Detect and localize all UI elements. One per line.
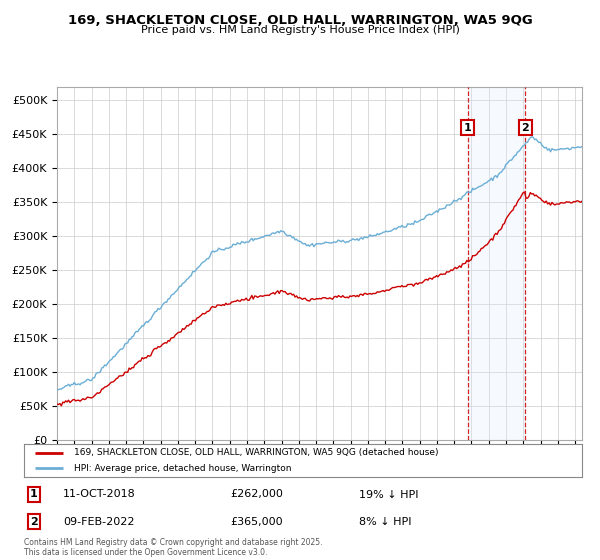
Text: 19% ↓ HPI: 19% ↓ HPI xyxy=(359,489,418,500)
Text: £262,000: £262,000 xyxy=(230,489,283,500)
Text: 2: 2 xyxy=(521,123,529,133)
Bar xyxy=(467,87,525,440)
Text: 8% ↓ HPI: 8% ↓ HPI xyxy=(359,517,412,527)
Text: 11-OCT-2018: 11-OCT-2018 xyxy=(63,489,136,500)
Text: Price paid vs. HM Land Registry's House Price Index (HPI): Price paid vs. HM Land Registry's House … xyxy=(140,25,460,35)
Text: HPI: Average price, detached house, Warrington: HPI: Average price, detached house, Warr… xyxy=(74,464,292,473)
Text: 1: 1 xyxy=(30,489,38,500)
Text: 1: 1 xyxy=(464,123,472,133)
Text: 169, SHACKLETON CLOSE, OLD HALL, WARRINGTON, WA5 9QG (detached house): 169, SHACKLETON CLOSE, OLD HALL, WARRING… xyxy=(74,448,439,457)
Text: 09-FEB-2022: 09-FEB-2022 xyxy=(63,517,134,527)
Text: Contains HM Land Registry data © Crown copyright and database right 2025.
This d: Contains HM Land Registry data © Crown c… xyxy=(24,538,323,557)
Text: 2: 2 xyxy=(30,517,38,527)
Text: £365,000: £365,000 xyxy=(230,517,283,527)
Text: 169, SHACKLETON CLOSE, OLD HALL, WARRINGTON, WA5 9QG: 169, SHACKLETON CLOSE, OLD HALL, WARRING… xyxy=(68,14,532,27)
